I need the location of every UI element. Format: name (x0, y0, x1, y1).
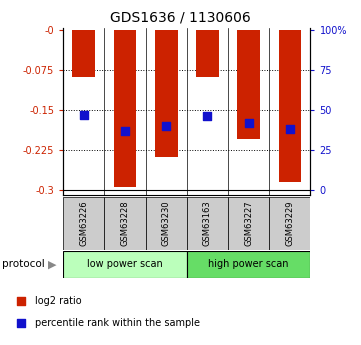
Text: GSM63230: GSM63230 (162, 200, 171, 246)
Bar (155, 30, 178, 157)
Bar (114, 30, 136, 187)
Bar (63, 197, 104, 250)
Text: ▶: ▶ (48, 259, 57, 269)
Text: GSM63226: GSM63226 (79, 200, 88, 246)
Point (81, 112, 87, 118)
Point (205, 114, 210, 119)
Point (163, 123, 169, 129)
Point (18, 298, 24, 304)
Text: high power scan: high power scan (208, 259, 289, 269)
Text: protocol: protocol (2, 259, 44, 269)
Text: log2 ratio: log2 ratio (35, 296, 81, 306)
Text: GSM63227: GSM63227 (244, 200, 253, 246)
Bar (145, 197, 187, 250)
Bar (196, 30, 219, 77)
Text: GSM63163: GSM63163 (203, 200, 212, 246)
Bar (187, 251, 310, 278)
Text: GSM63229: GSM63229 (285, 201, 294, 246)
Bar (279, 30, 301, 182)
Point (18, 321, 24, 326)
Text: percentile rank within the sample: percentile rank within the sample (35, 318, 200, 328)
Text: low power scan: low power scan (87, 259, 163, 269)
Point (246, 120, 252, 126)
Bar (269, 197, 310, 250)
Point (287, 126, 293, 132)
Text: GSM63228: GSM63228 (121, 200, 130, 246)
Bar (104, 197, 145, 250)
Text: GDS1636 / 1130606: GDS1636 / 1130606 (110, 10, 251, 24)
Bar (237, 30, 260, 139)
Bar (73, 30, 95, 77)
Bar (187, 197, 228, 250)
Bar (63, 251, 187, 278)
Bar (228, 197, 269, 250)
Point (122, 128, 128, 134)
